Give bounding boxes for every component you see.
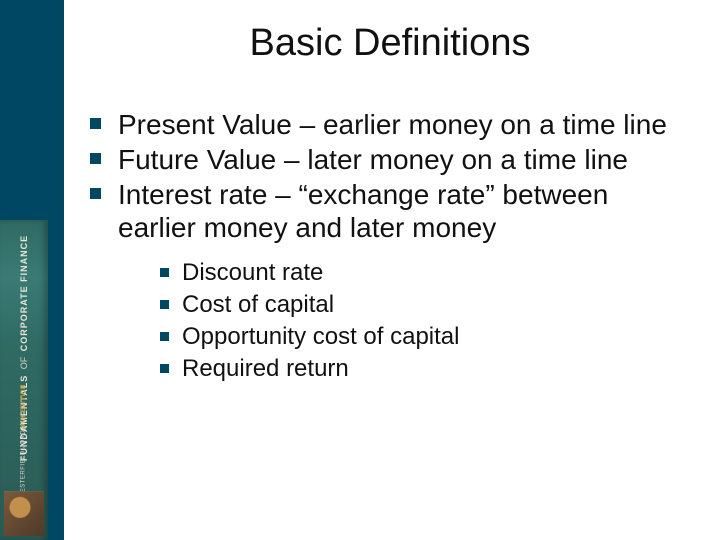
bullet-text: Present Value – earlier money on a time … [118,109,667,140]
book-spine: FUNDAMENTALS OF CORPORATE FINANCE 8TH ED… [0,220,48,540]
spine-image [4,491,44,536]
sub-bullet-text: Opportunity cost of capital [182,323,459,350]
sub-bullet-item: Opportunity cost of capital [158,322,680,352]
bullet-item: Future Value – later money on a time lin… [88,143,680,176]
bullet-item: Interest rate – “exchange rate” between … [88,178,680,384]
spine-title-line2: CORPORATE FINANCE [19,235,29,351]
slide: FUNDAMENTALS OF CORPORATE FINANCE 8TH ED… [0,0,720,540]
sub-bullet-text: Cost of capital [182,291,334,318]
bullet-text: Interest rate – “exchange rate” between … [118,179,608,243]
bullet-list-lvl1: Present Value – earlier money on a time … [88,108,680,384]
sub-bullet-text: Required return [182,355,349,382]
bullet-text: Future Value – later money on a time lin… [118,144,628,175]
sub-bullet-item: Required return [158,354,680,384]
slide-body: Present Value – earlier money on a time … [88,108,680,386]
spine-title-of: OF [19,357,29,370]
sub-bullet-item: Discount rate [158,258,680,288]
slide-title: Basic Definitions [100,22,680,65]
bullet-item: Present Value – earlier money on a time … [88,108,680,141]
bullet-list-lvl2: Discount rate Cost of capital Opportunit… [118,258,680,384]
sub-bullet-text: Discount rate [182,259,323,286]
sub-bullet-item: Cost of capital [158,290,680,320]
